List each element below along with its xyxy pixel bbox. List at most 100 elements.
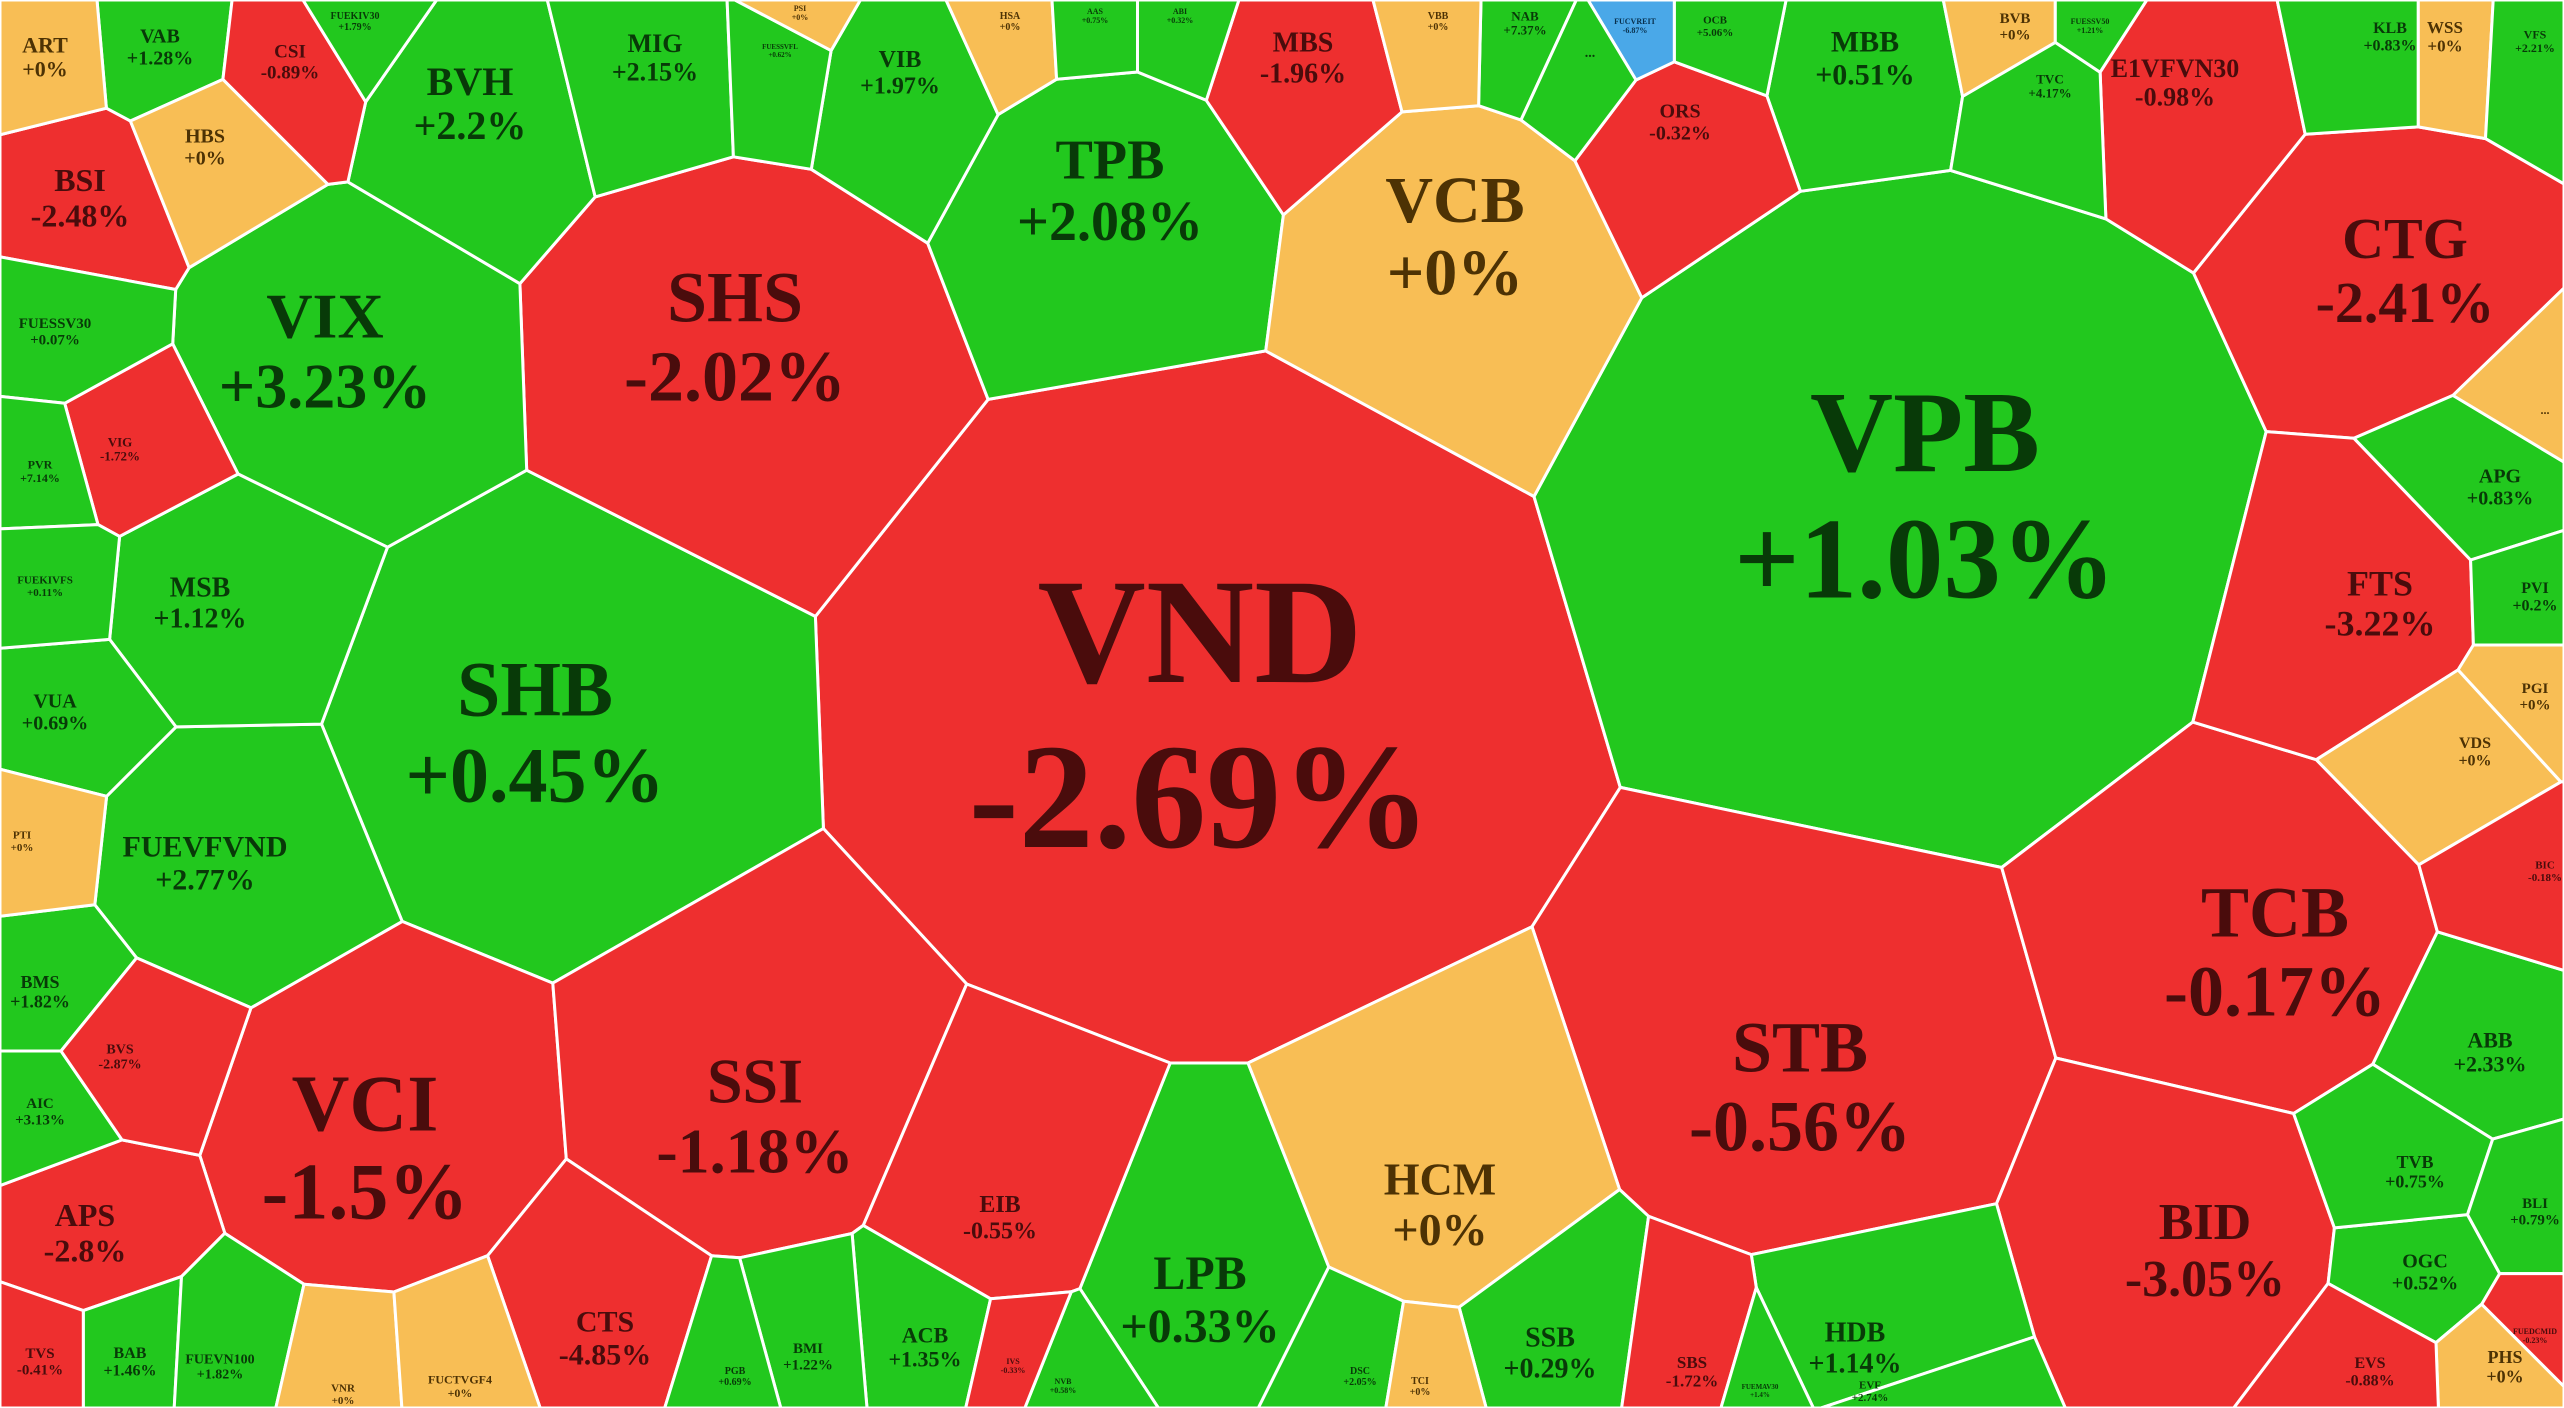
change-ssi: -1.18% (656, 1116, 853, 1187)
symbol-vnr: VNR (331, 1383, 356, 1395)
symbol-more-87: ... (1585, 46, 1596, 61)
change-tci: +0% (1410, 1387, 1431, 1398)
change-vix: +3.23% (219, 351, 431, 422)
symbol-mbs: MBS (1273, 28, 1334, 59)
change-wss: +0% (2427, 37, 2462, 56)
symbol-bsi: BSI (54, 162, 106, 198)
change-msb: +1.12% (154, 603, 247, 634)
symbol-vcb: VCB (1385, 164, 1524, 237)
change-vpb: +1.03% (1734, 496, 2116, 623)
change-pvi: +0.2% (2512, 598, 2557, 615)
symbol-art: ART (22, 32, 68, 57)
symbol-nvb: NVB (1055, 1377, 1073, 1386)
symbol-ivs: IVS (1006, 1357, 1020, 1366)
symbol-pgb: PGB (725, 1366, 746, 1377)
symbol-fuedcmid: FUEDCMID (2513, 1327, 2557, 1336)
symbol-vci: VCI (292, 1060, 439, 1148)
cell-aas[interactable] (1050, 0, 1139, 81)
symbol-fuessv50: FUESSV50 (2071, 17, 2110, 26)
symbol-hcm: HCM (1384, 1153, 1496, 1204)
cell-bli[interactable] (2466, 1117, 2564, 1276)
change-nvb: +0.58% (1050, 1386, 1077, 1395)
cell-psi[interactable] (733, 0, 862, 53)
cell-fuessvfl[interactable] (725, 0, 833, 171)
change-vcb: +0% (1387, 237, 1524, 310)
symbol-tvc: TVC (2036, 71, 2063, 86)
symbol-tpb: TPB (1056, 129, 1165, 191)
cell-pgb[interactable] (663, 1254, 783, 1408)
change-vbb: +0% (1428, 22, 1449, 33)
symbol-fuekivfs: FUEKIVFS (17, 575, 73, 587)
cell-fuctvgf4[interactable] (392, 1254, 542, 1408)
cell-bvs[interactable] (59, 956, 253, 1157)
cell-hbs[interactable] (128, 77, 330, 270)
symbol-tvs: TVS (25, 1346, 54, 1362)
cell-more-87[interactable] (1519, 0, 1638, 163)
symbol-bab: BAB (114, 1345, 147, 1362)
change-csi: -0.89% (261, 63, 320, 84)
change-ogc: +0.52% (2392, 1273, 2458, 1295)
cell-tci[interactable] (1384, 1299, 1488, 1408)
change-acb: +1.35% (888, 1347, 961, 1372)
change-pti: +0% (11, 842, 34, 854)
change-vfs: +2.21% (2515, 41, 2555, 55)
cell-fuekiv30[interactable] (301, 0, 439, 104)
symbol-vab: VAB (140, 26, 180, 48)
cell-fuekivfs[interactable] (0, 523, 122, 650)
change-bms: +1.82% (10, 992, 70, 1012)
change-ocb: +5.06% (1697, 27, 1734, 39)
symbol-nab: NAB (1511, 8, 1539, 23)
cell-fuedcmid[interactable] (2480, 1272, 2564, 1388)
symbol-bmi: BMI (793, 1341, 823, 1357)
cell-evf[interactable] (1819, 1335, 2067, 1408)
symbol-shb: SHB (457, 646, 613, 733)
cell-ivs[interactable] (964, 1290, 1073, 1408)
change-bvh: +2.2% (414, 103, 527, 148)
cell-fuemav30[interactable] (1719, 1286, 1815, 1408)
change-lpb: +0.33% (1120, 1300, 1279, 1353)
symbol-fucvreit: FUCVREIT (1614, 17, 1656, 26)
cell-tvs[interactable] (0, 1280, 85, 1408)
symbol-fuevfvnd: FUEVFVND (123, 830, 288, 863)
symbol-psi: PSI (794, 4, 806, 13)
cell-pti[interactable] (0, 767, 109, 918)
symbol-stb: STB (1732, 1007, 1868, 1087)
symbol-bli: BLI (2522, 1196, 2548, 1212)
symbol-bvh: BVH (427, 59, 514, 104)
change-mbs: -1.96% (1260, 58, 1346, 89)
cell-evs[interactable] (2232, 1281, 2440, 1408)
change-mbb: +0.51% (1815, 58, 1915, 91)
change-abi: +0.32% (1167, 16, 1194, 25)
change-art: +0% (22, 57, 68, 82)
symbol-fuctvgf4: FUCTVGF4 (428, 1373, 492, 1387)
change-dsc: +2.05% (1343, 1377, 1376, 1388)
change-tvs: -0.41% (17, 1363, 63, 1379)
cell-pgi[interactable] (2456, 643, 2564, 784)
change-fuctvgf4: +0% (448, 1386, 473, 1400)
symbol-fts: FTS (2347, 564, 2413, 604)
symbol-pvi: PVI (2521, 580, 2549, 597)
symbol-e1vfvn30: E1VFVN30 (2111, 54, 2240, 83)
change-eib: -0.55% (963, 1219, 1037, 1245)
change-ors: -0.32% (1649, 123, 1711, 145)
symbol-abb: ABB (2467, 1027, 2513, 1052)
change-fuemav30: +1.4% (1750, 1391, 1770, 1399)
cell-art[interactable] (0, 0, 108, 137)
symbol-phs: PHS (2487, 1347, 2522, 1367)
change-bic: -0.18% (2528, 872, 2562, 884)
change-shs: -2.02% (624, 337, 846, 417)
change-aas: +0.75% (1082, 16, 1109, 25)
change-pgi: +0% (2519, 698, 2550, 714)
symbol-tcb: TCB (2201, 872, 2349, 952)
symbol-aic: AIC (26, 1096, 54, 1112)
symbol-vig: VIG (108, 434, 133, 449)
cell-more-88[interactable] (2451, 286, 2564, 464)
cell-bic[interactable] (2417, 780, 2564, 972)
change-hcm: +0% (1392, 1204, 1487, 1255)
cell-vua[interactable] (0, 637, 178, 798)
symbol-vds: VDS (2459, 735, 2491, 752)
cell-vfs[interactable] (2484, 0, 2564, 186)
cell-vbb[interactable] (1371, 0, 1483, 114)
cell-fuessv50[interactable] (2053, 0, 2149, 74)
